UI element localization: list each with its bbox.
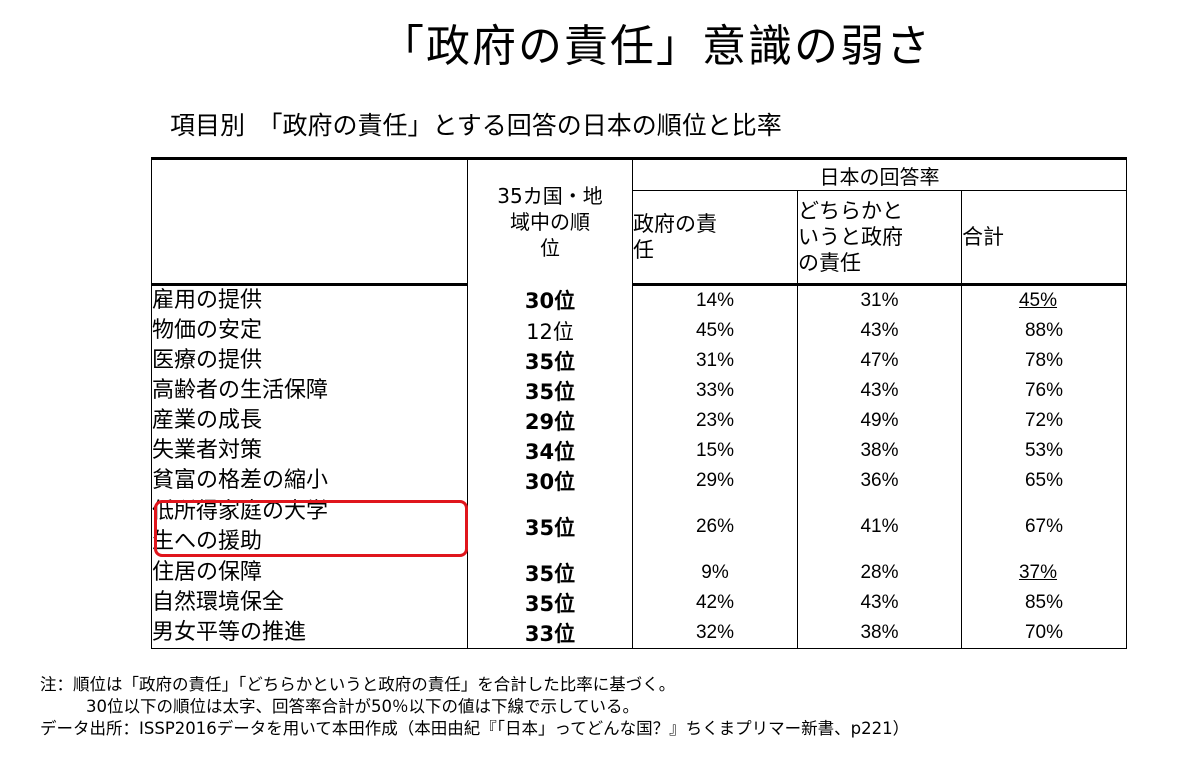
header-total: 合計 (960, 190, 1128, 286)
rank-cell: 35位 (467, 376, 633, 406)
gov-rate-cell: 23% (632, 406, 798, 436)
item-cell: 医療の提供 (151, 346, 468, 376)
rank-cell: 30位 (467, 466, 633, 496)
total-rate-cell: 78% (960, 346, 1128, 376)
footnote-source: データ出所：ISSP2016データを用いて本田作成（本田由紀『「日本」ってどんな… (40, 719, 910, 738)
gov-rate-cell: 31% (632, 346, 798, 376)
total-rate-cell: 76% (960, 376, 1128, 406)
gov-rate-cell: 9% (632, 558, 798, 588)
footnotes: 注：順位は「政府の責任」「どちらかというと政府の責任」を合計した比率に基づく。 … (40, 674, 909, 740)
item-label: 失業者対策 (152, 438, 263, 463)
item-label: 男女平等の推進 (152, 620, 307, 645)
highlight-box (154, 500, 468, 557)
rather-rate-cell: 38% (797, 436, 962, 466)
item-cell: 高齢者の生活保障 (151, 376, 468, 406)
rank-cell: 35位 (467, 496, 633, 558)
gov-rate-cell: 33% (632, 376, 798, 406)
gov-rate-cell: 26% (632, 496, 798, 558)
rather-rate-cell: 36% (797, 466, 962, 496)
table-row: 雇用の提供 30位 14% 31% 45% (151, 284, 1128, 316)
item-cell: 産業の成長 (151, 406, 468, 436)
rank-cell: 33位 (467, 618, 633, 649)
ranking-table: 35カ国・地 域中の順 位 日本の回答率 政府の責 任 どちらかと いうと政府 … (151, 157, 1128, 649)
item-cell: 物価の安定 (151, 316, 468, 346)
rather-rate-cell: 31% (797, 284, 962, 316)
table-row: 失業者対策 34位 15% 38% 53% (151, 436, 1128, 466)
item-label: 物価の安定 (152, 318, 263, 343)
item-label: 低所得家庭の大学 (152, 499, 329, 524)
footnote-2: 30位以下の順位は太字、回答率合計が50％以下の値は下線で示している。 (86, 697, 639, 716)
rank-cell: 35位 (467, 558, 633, 588)
total-rate-cell: 88% (960, 316, 1128, 346)
rank-cell: 35位 (467, 346, 633, 376)
item-label: 生への援助 (152, 529, 263, 554)
footnote-1: 注：順位は「政府の責任」「どちらかというと政府の責任」を合計した比率に基づく。 (40, 675, 676, 694)
gov-rate-cell: 45% (632, 316, 798, 346)
item-label: 医療の提供 (152, 348, 263, 373)
gov-rate-cell: 15% (632, 436, 798, 466)
rather-rate-cell: 49% (797, 406, 962, 436)
table-row: 住居の保障 35位 9% 28% 37% (151, 558, 1128, 588)
page-title-text: 「政府の責任」意識の弱さ (380, 21, 932, 72)
table-row: 自然環境保全 35位 42% 43% 85% (151, 588, 1128, 618)
total-rate-cell: 70% (960, 618, 1128, 649)
table-row: 男女平等の推進 33位 32% 38% 70% (151, 618, 1128, 649)
item-cell: 住居の保障 (151, 558, 468, 588)
rather-rate-cell: 41% (797, 496, 962, 558)
gov-rate-cell: 14% (632, 284, 798, 316)
table-row: 貧富の格差の縮小 30位 29% 36% 65% (151, 466, 1128, 496)
page-title: 「政府の責任」意識の弱さ (0, 10, 1202, 74)
table-row: 物価の安定 12位 45% 43% 88% (151, 316, 1128, 346)
table-row: 高齢者の生活保障 35位 33% 43% 76% (151, 376, 1128, 406)
rather-rate-cell: 43% (797, 376, 962, 406)
item-cell: 低所得家庭の大学 生への援助 (151, 496, 468, 558)
header-item-blank (151, 157, 468, 191)
item-label: 高齢者の生活保障 (152, 378, 329, 403)
item-cell: 失業者対策 (151, 436, 468, 466)
item-label: 自然環境保全 (152, 590, 285, 615)
table-row: 医療の提供 35位 31% 47% 78% (151, 346, 1128, 376)
rather-rate-cell: 38% (797, 618, 962, 649)
header-government: 政府の責 任 (632, 190, 798, 286)
total-rate-cell: 72% (960, 406, 1128, 436)
item-cell: 自然環境保全 (151, 588, 468, 618)
item-cell: 貧富の格差の縮小 (151, 466, 468, 496)
header-rank: 35カ国・地 域中の順 位 (467, 157, 633, 285)
header-item-column (151, 190, 468, 286)
total-rate-cell: 45% (960, 284, 1128, 316)
rank-cell: 29位 (467, 406, 633, 436)
rather-rate-cell: 28% (797, 558, 962, 588)
rank-cell: 30位 (467, 284, 633, 316)
total-rate-cell: 53% (960, 436, 1128, 466)
total-rate-cell: 67% (960, 496, 1128, 558)
item-label: 産業の成長 (152, 408, 263, 433)
table-caption: 項目別 「政府の責任」とする回答の日本の順位と比率 (170, 111, 782, 140)
gov-rate-cell: 32% (632, 618, 798, 649)
item-cell: 男女平等の推進 (151, 618, 468, 649)
total-rate-cell: 85% (960, 588, 1128, 618)
total-rate-cell: 65% (960, 466, 1128, 496)
rank-cell: 34位 (467, 436, 633, 466)
table-row: 低所得家庭の大学 生への援助 35位 26% 41% 67% (151, 496, 1128, 558)
rather-rate-cell: 47% (797, 346, 962, 376)
item-label: 貧富の格差の縮小 (152, 468, 329, 493)
gov-rate-cell: 42% (632, 588, 798, 618)
item-cell: 雇用の提供 (151, 284, 468, 316)
item-label: 住居の保障 (152, 560, 263, 585)
header-japan-rate: 日本の回答率 (631, 157, 1128, 191)
gov-rate-cell: 29% (632, 466, 798, 496)
rather-rate-cell: 43% (797, 588, 962, 618)
total-rate-cell: 37% (960, 558, 1128, 588)
rather-rate-cell: 43% (797, 316, 962, 346)
header-rather-government: どちらかと いうと政府 の責任 (797, 190, 962, 286)
table-row: 産業の成長 29位 23% 49% 72% (151, 406, 1128, 436)
rank-cell: 35位 (467, 588, 633, 618)
item-label: 雇用の提供 (152, 288, 263, 313)
rank-cell: 12位 (467, 316, 633, 346)
